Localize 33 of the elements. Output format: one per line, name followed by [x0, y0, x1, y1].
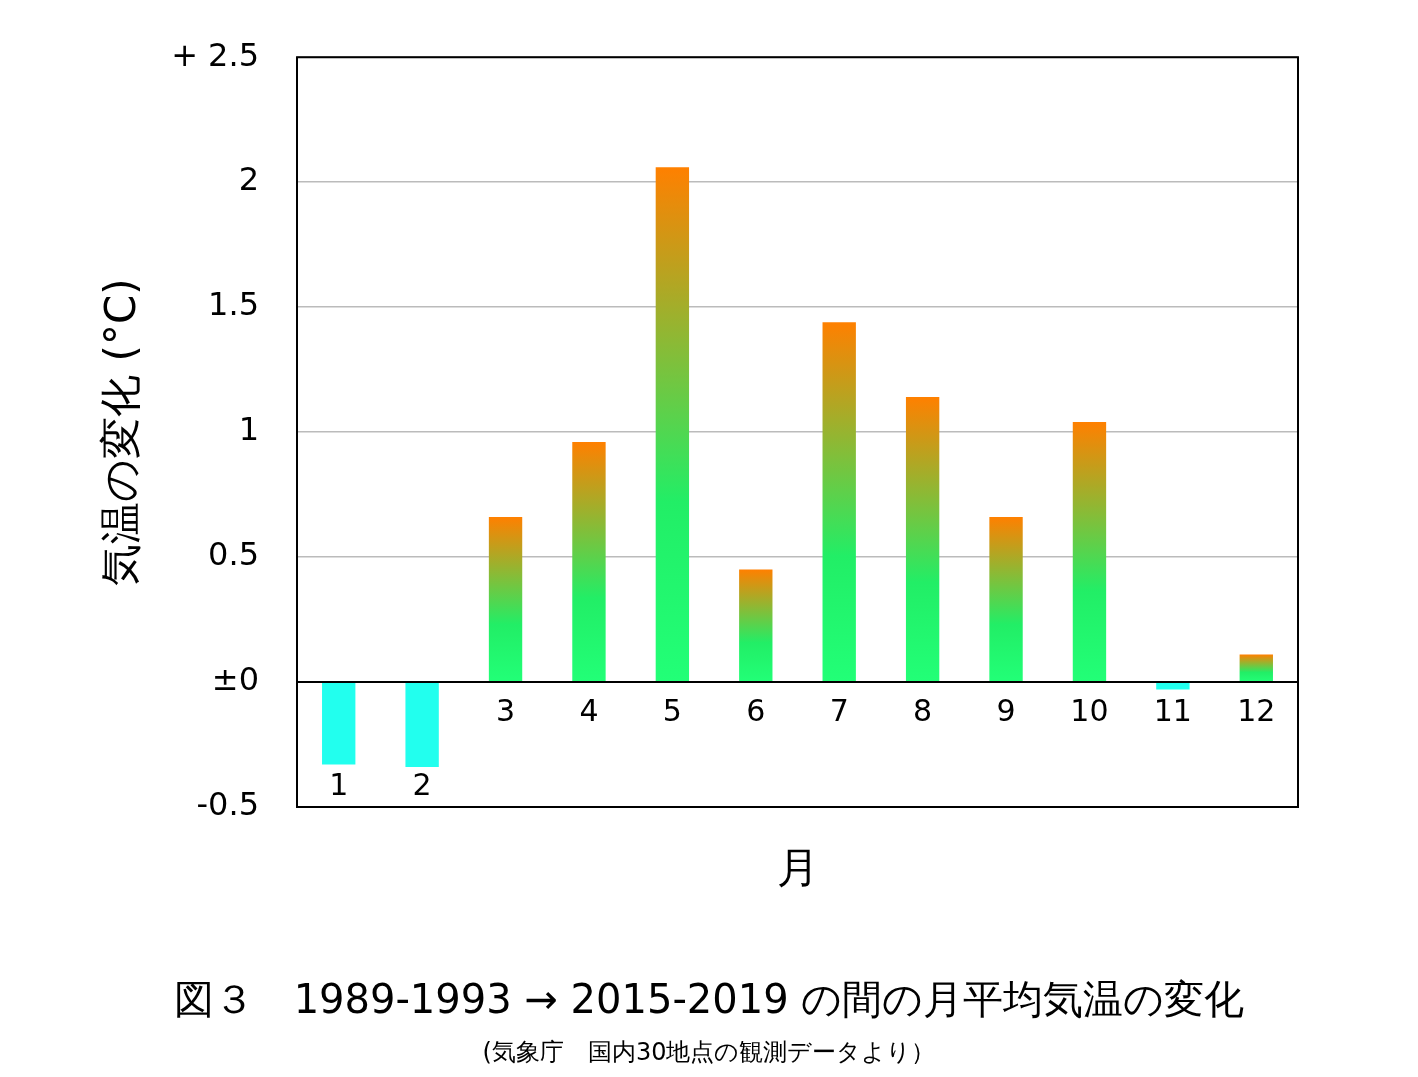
text: 図３ 1989-1993 → 2015-2019 の間の月平均気温の変化: [172, 975, 1246, 1024]
bar: [989, 517, 1023, 682]
x-tick-label: 8: [913, 692, 933, 728]
bar: [739, 569, 773, 682]
bar: [572, 442, 606, 682]
bar: [322, 682, 356, 765]
y-tick-label: 1.5: [208, 285, 259, 324]
x-tick-label: 5: [662, 692, 682, 728]
bar: [488, 517, 523, 682]
x-tick-label: 7: [829, 692, 849, 728]
y-tick-label: -0.5: [196, 785, 259, 824]
bar: [822, 322, 856, 682]
bar: [1239, 654, 1273, 682]
y-tick-label: 0.5: [208, 535, 259, 574]
bar: [1072, 422, 1107, 682]
text: (気象庁 国内30地点の観測データより）: [481, 1037, 937, 1068]
bar: [1156, 682, 1190, 690]
x-tick-label: 10: [1070, 692, 1109, 728]
bar: [655, 167, 690, 682]
x-axis-title: 月: [776, 842, 819, 892]
y-tick-label: 1: [238, 410, 259, 449]
bar: [905, 397, 940, 682]
x-tick-label: 11: [1153, 692, 1192, 728]
y-tick-label: ±0: [211, 660, 259, 699]
x-tick-label: 6: [746, 692, 766, 728]
x-tick-label: 4: [579, 692, 599, 728]
y-axis-title: 気温の変化 (°C): [96, 278, 146, 586]
x-tick-label: 3: [495, 692, 516, 728]
y-tick-label: 2: [238, 160, 259, 199]
bar: [405, 682, 439, 768]
y-tick-label: + 2.5: [171, 35, 259, 74]
x-tick-label: 12: [1237, 692, 1276, 728]
x-tick-label: 9: [996, 692, 1016, 728]
